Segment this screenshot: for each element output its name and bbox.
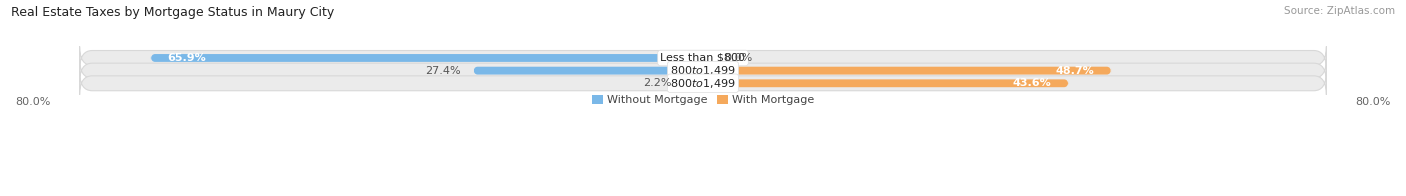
Legend: Without Mortgage, With Mortgage: Without Mortgage, With Mortgage [588, 90, 818, 110]
FancyBboxPatch shape [685, 79, 703, 87]
Text: 2.2%: 2.2% [644, 78, 672, 88]
Text: 27.4%: 27.4% [425, 66, 461, 76]
FancyBboxPatch shape [80, 72, 1326, 95]
FancyBboxPatch shape [474, 67, 703, 74]
FancyBboxPatch shape [150, 54, 703, 62]
Text: $800 to $1,499: $800 to $1,499 [671, 77, 735, 90]
FancyBboxPatch shape [80, 46, 1326, 70]
Text: Source: ZipAtlas.com: Source: ZipAtlas.com [1284, 6, 1395, 16]
Text: 48.7%: 48.7% [1056, 66, 1094, 76]
Text: Real Estate Taxes by Mortgage Status in Maury City: Real Estate Taxes by Mortgage Status in … [11, 6, 335, 19]
FancyBboxPatch shape [703, 67, 1111, 74]
FancyBboxPatch shape [703, 79, 1069, 87]
Text: Less than $800: Less than $800 [661, 53, 745, 63]
Text: 43.6%: 43.6% [1012, 78, 1052, 88]
Text: 0.0%: 0.0% [724, 53, 752, 63]
Text: 65.9%: 65.9% [167, 53, 207, 63]
Text: $800 to $1,499: $800 to $1,499 [671, 64, 735, 77]
FancyBboxPatch shape [80, 59, 1326, 82]
